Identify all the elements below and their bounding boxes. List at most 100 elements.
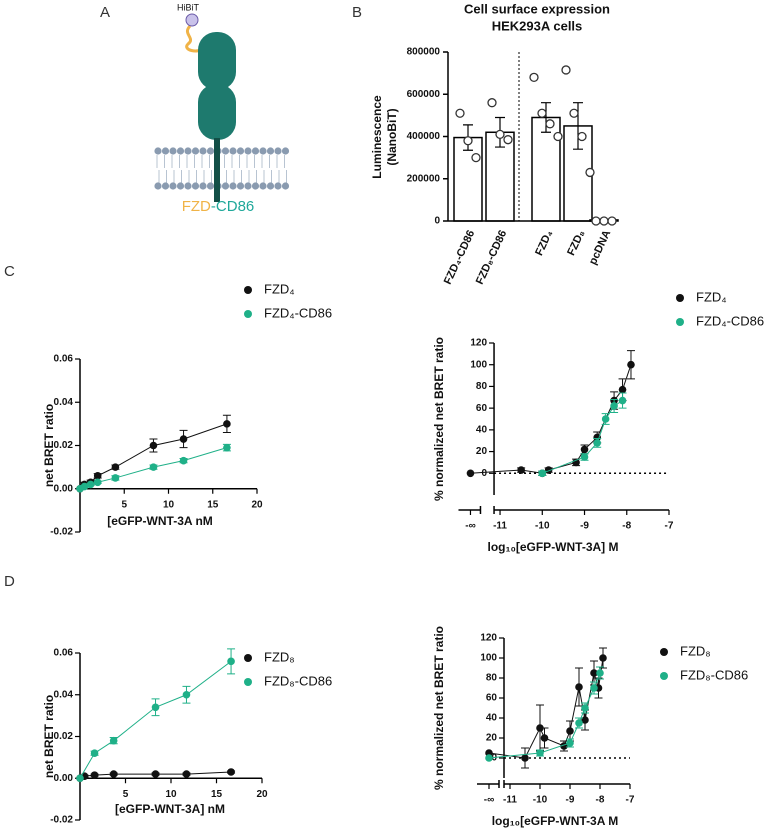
- legend-marker: [244, 678, 252, 686]
- data-point: [580, 453, 589, 461]
- error-bar: [573, 102, 583, 150]
- lipid-head: [236, 182, 245, 190]
- x-tick-label: 20: [251, 499, 263, 510]
- data-point: [566, 739, 574, 747]
- transmembrane-stem: [214, 138, 220, 202]
- data-point: [487, 98, 497, 108]
- fit-line: [470, 364, 632, 474]
- data-point: [93, 478, 102, 487]
- y-tick-label: 800000: [407, 47, 441, 58]
- x-tick-label: 20: [256, 789, 268, 800]
- y-axis-label: Luminescence: [370, 95, 384, 179]
- legend-label: FZD₄: [696, 289, 727, 304]
- x-tick-label: -7: [626, 795, 635, 806]
- fit-line: [79, 660, 232, 779]
- y-tick-label: 120: [480, 633, 497, 644]
- legend-marker: [244, 286, 252, 294]
- data-point: [179, 456, 188, 465]
- receptor-domain: [198, 32, 236, 90]
- data-point: [466, 469, 475, 478]
- x-tick-label: FZD₄: [533, 228, 555, 257]
- lipid-head: [274, 147, 282, 155]
- x-tick-label: -9: [566, 795, 575, 806]
- legend-label: FZD₈-CD86: [264, 673, 332, 688]
- y-axis-label: (NanoBiT): [385, 108, 399, 165]
- lipid-head: [221, 182, 230, 190]
- legend-marker: [244, 654, 252, 662]
- x-tick-label: 5: [121, 499, 127, 510]
- data-point: [618, 385, 627, 394]
- construct-name: FZD-CD86: [182, 198, 255, 215]
- data-point: [536, 749, 544, 757]
- lipid-head: [191, 182, 200, 190]
- error-bar: [541, 102, 551, 133]
- data-point: [223, 443, 231, 452]
- y-axis-label: % normalized net BRET ratio: [432, 626, 446, 790]
- data-point: [485, 754, 493, 762]
- y-tick-label: 0.04: [54, 397, 74, 408]
- lipid-head: [206, 182, 215, 190]
- y-tick-label: 200000: [407, 173, 441, 184]
- data-point: [577, 131, 587, 142]
- chart-subtitle: HEK293A cells: [492, 18, 583, 33]
- x-axis-label: [eGFP-WNT-3A nM: [107, 514, 213, 528]
- y-tick-label: 0: [481, 468, 487, 479]
- y-tick-label: 100: [480, 653, 497, 664]
- y-tick-label: 0.06: [54, 648, 74, 659]
- data-point: [581, 704, 589, 712]
- chart-title: Cell surface expression: [464, 1, 610, 16]
- fit-line: [542, 400, 623, 474]
- lipid-head: [281, 147, 290, 155]
- data-point: [581, 716, 589, 724]
- x-tick-label: FZD₈: [565, 228, 587, 257]
- data-point: [517, 466, 525, 474]
- lipid-head: [236, 147, 245, 155]
- data-point: [471, 152, 481, 163]
- x-tick-label: -8: [622, 521, 631, 532]
- panel-label: D: [4, 573, 15, 590]
- legend-label: FZD₄: [264, 281, 295, 296]
- legend-label: FZD₈: [264, 649, 295, 664]
- lipid-head: [274, 182, 282, 190]
- y-tick-label: 20: [486, 733, 498, 744]
- data-point: [599, 216, 609, 226]
- data-point: [149, 441, 158, 450]
- data-point: [599, 654, 607, 662]
- data-point: [601, 415, 610, 423]
- data-point: [223, 420, 231, 428]
- lipid-head: [221, 147, 230, 155]
- x-tick-label: FZD₈-CD86: [474, 228, 510, 286]
- legend-marker: [676, 294, 684, 302]
- lipid-head: [176, 182, 185, 190]
- data-point: [590, 684, 598, 692]
- data-point: [561, 65, 571, 75]
- data-point: [596, 669, 604, 677]
- y-tick-label: 600000: [407, 89, 441, 100]
- x-axis: [477, 780, 630, 788]
- data-point: [109, 770, 118, 778]
- y-tick-label: -0.02: [50, 815, 73, 826]
- panel-label: B: [352, 4, 362, 21]
- data-point: [575, 719, 583, 727]
- data-point: [463, 136, 473, 146]
- y-tick-label: 100: [470, 359, 487, 370]
- y-tick-label: 0.06: [54, 354, 74, 365]
- y-tick-label: 0.00: [54, 483, 74, 494]
- lipid-head: [206, 147, 215, 155]
- data-point: [503, 135, 513, 145]
- data-point: [455, 108, 465, 118]
- lipid-head: [184, 182, 192, 190]
- data-point: [529, 72, 539, 82]
- x-axis-label: log₁₀[eGFP-WNT-3A] M: [487, 540, 618, 554]
- y-tick-label: 20: [476, 446, 488, 457]
- data-point: [540, 734, 549, 742]
- y-tick-label: 40: [486, 713, 498, 724]
- hibit-label: HiBiT: [177, 2, 200, 12]
- y-tick-label: 80: [476, 381, 488, 392]
- x-tick-label: 5: [123, 789, 129, 800]
- data-point: [591, 216, 601, 226]
- data-point: [111, 474, 120, 482]
- y-axis-label: net BRET ratio: [42, 404, 56, 487]
- lipid-head: [229, 182, 237, 190]
- lipid-head: [191, 147, 200, 155]
